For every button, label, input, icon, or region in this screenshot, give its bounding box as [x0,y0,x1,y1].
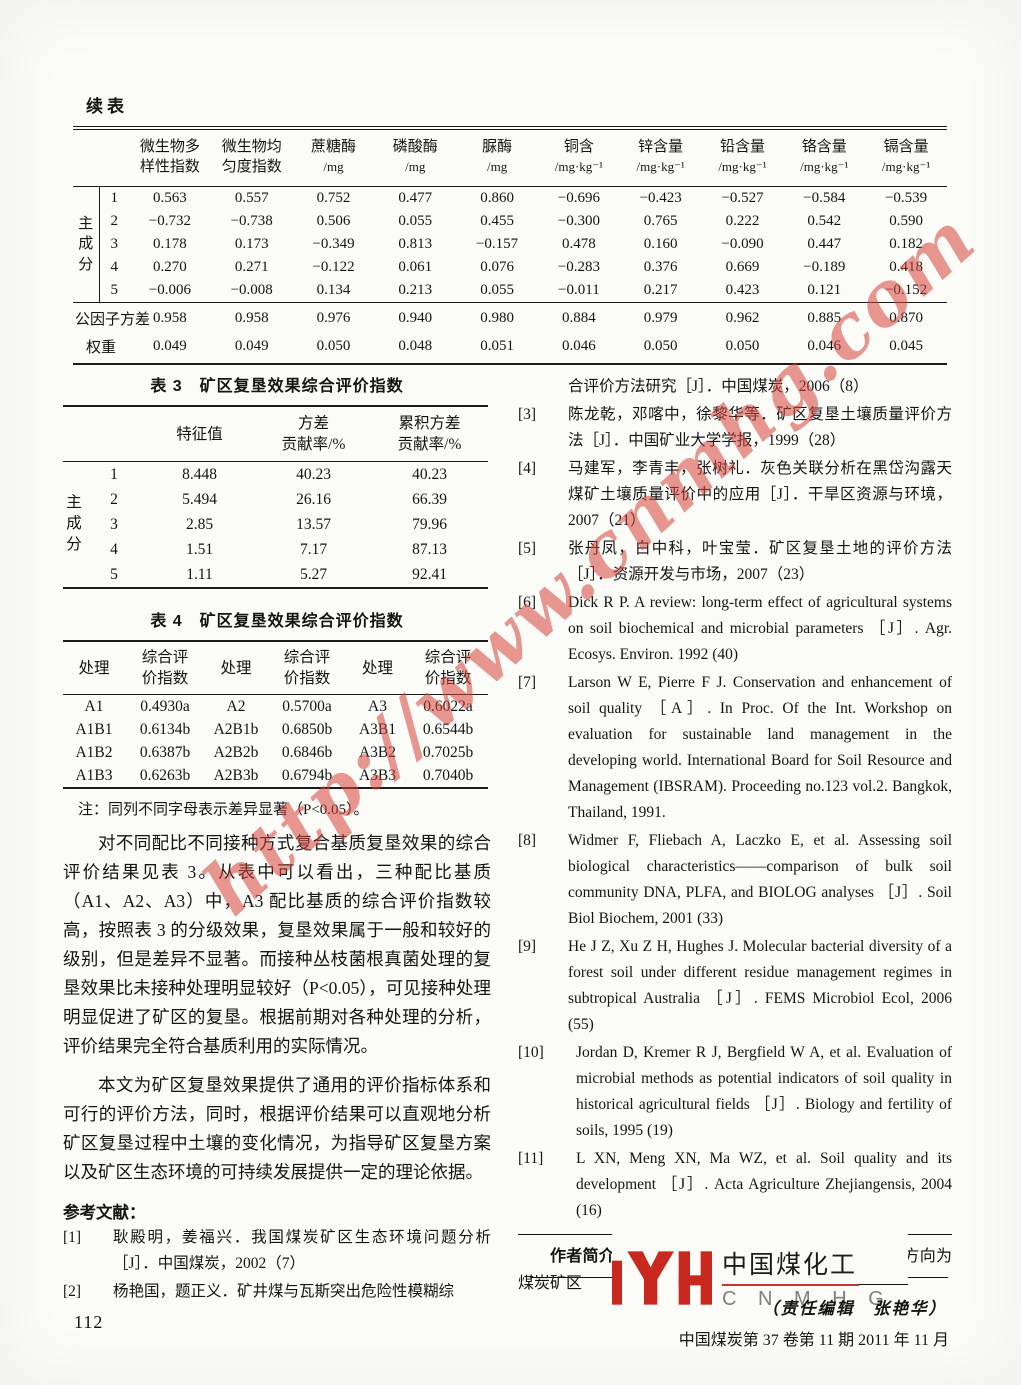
author-bio-label: 作者简介： [550,1248,632,1265]
ref-text: 合评价方法研究［J］．中国煤炭，2006（8） [568,378,869,395]
ref-number: [3] [518,406,537,423]
ref-number [518,374,568,400]
right-column: 合评价方法研究［J］．中国煤炭，2006（8） [3] 陈龙乾，邓喀中，徐黎华等… [518,372,952,1297]
weight-row: 权重 0.049 0.049 0.050 0.048 0.051 0.046 0.050 0.… [85,338,923,356]
table-row: A1B2 0.6387b A2B2b 0.6846b A3B2 0.7025b [75,743,474,761]
ref-number: [1] [63,1229,82,1246]
ref-number: [2] [63,1283,82,1300]
brand-logo: 中国煤化工 C N M H G [612,1234,908,1322]
page-number: 112 [74,1312,104,1332]
brand-name-en: C N M H G [722,1288,892,1310]
brand-text-block: 中国煤化工 C N M H G [722,1245,908,1311]
reference-item: [4] 马建军，李青丰，张树礼．灰色关联分析在黑岱沟露天煤矿土壤质量评价中的应用… [518,456,952,534]
row-group-label: 主 成 分 [73,186,100,303]
table-row: 5 −0.006 −0.008 0.134 0.213 0.055 −0.011 0.217… [110,282,928,298]
ref-text: Dick R P. A review: long-term effect of … [568,594,952,663]
table-row: 3 0.178 0.173 −0.349 0.813 −0.157 0.478 0.160−… [110,236,923,252]
reference-item: [11] L XN, Meng XN, Ma WZ, et al. Soil q… [518,1146,952,1224]
table-row: A1 0.4930a A2 0.5700a A3 0.6022a [84,697,473,715]
table-row: 4 0.270 0.271 −0.122 0.061 0.076 −0.283 0.376 0… [110,259,923,275]
table-row: 5 1.11 5.27 92.41 [110,565,447,583]
ref-number: [10] [518,1044,544,1061]
table-row: 主 成 分 1 8.448 40.23 40.23 [63,462,488,553]
body-paragraph: 对不同配比不同接种方式复合基质复垦效果的综合评价结果见表 3。从表中可以看出，三… [63,833,491,1056]
brand-name-cn: 中国煤化工 [722,1245,860,1286]
table-header-row: 微生物多 样性指数 微生物均 匀度指数 蔗糖酶/mg 磷酸酶/mg 脲酶/mg 铜含… [73,128,947,187]
reference-item: [10] Jordan D, Kremer R J, Bergfield W A… [518,1040,952,1144]
references-heading: 参考文献： [63,1203,146,1222]
table-row: 4 1.51 7.17 87.13 [110,540,447,558]
table-row: A1B1 0.6134b A2B1b 0.6850b A3B1 0.6544b [75,720,474,738]
ref-text: 马建军，李青丰，张树礼．灰色关联分析在黑岱沟露天煤矿土壤质量评价中的应用［J］．… [568,460,952,529]
ref-text: Widmer F, Fliebach A, Laczko E, et al. A… [568,832,952,927]
reference-item: [9] He J Z, Xu Z H, Hughes J. Molecular … [518,934,952,1038]
ref-text: L XN, Meng XN, Ma WZ, et al. Soil qualit… [576,1150,952,1219]
reference-item: [5] 张丹凤，白中科，叶宝莹．矿区复垦土地的评价方法［J］．资源开发与市场，2… [518,536,952,588]
body-paragraph: 本文为矿区复垦效果提供了通用的评价指标体系和可行的评价方法，同时，根据评价结果可… [63,1075,491,1182]
reference-item: [6] Dick R P. A review: long-term effect… [518,590,952,668]
reference-item: [8] Widmer F, Fliebach A, Laczko E, et a… [518,828,952,932]
table4-title: 表 4 矿区复垦效果综合评价指数 [150,613,404,630]
reference-item: [2] 杨艳国，题正义．矿井煤与瓦斯突出危险性模糊综 [63,1279,491,1305]
left-column: 表 3 矿区复垦效果综合评价指数 特征值 方差 贡献率/% 累积方差 贡献率/%… [63,372,491,1305]
ref-text: 张丹凤，白中科，叶宝莹．矿区复垦土地的评价方法［J］．资源开发与市场，2007（… [568,540,952,583]
table-row: 3 2.85 13.57 79.96 [110,515,447,533]
table-row: 2 5.494 26.16 66.39 [110,490,447,508]
continued-table-label: 续表 [86,97,128,116]
ref-number: [11] [518,1150,544,1167]
brand-underline [859,1283,908,1285]
ref-number: [9] [518,938,537,955]
coal-chem-logo-icon [612,1251,712,1305]
editor-credit: （责任编辑 张艳华） [762,1299,947,1318]
row-group-label: 主 成 分 [66,494,82,553]
table4-note: 注：同列不同字母表示差异显著（P<0.05）。 [78,802,369,818]
reference-item: [3] 陈龙乾，邓喀中，徐黎华等．矿区复垦土壤质量评价方法［J］．中国矿业大学学… [518,402,952,454]
ref-number: [4] [518,460,537,477]
table-row: 2 −0.732 −0.738 0.506 0.055 0.455 −0.300 0.765… [110,213,923,229]
table3-title: 表 3 矿区复垦效果综合评价指数 [150,378,404,395]
reference-item: [1] 耿殿明，姜福兴．我国煤炭矿区生态环境问题分析［J］．中国煤炭，2002（… [63,1225,491,1277]
table4-evaluation-index: 处理 综合评 价指数 处理 综合评 价指数 处理 综合评 价指数 A1 0.4930a A… [63,640,488,789]
ref-text: Jordan D, Kremer R J, Bergfield W A, et … [576,1044,952,1139]
table-row: 主 成 分 1 0.563 0.557 0.752 0.477 0.860 −0.696−… [73,186,947,303]
table-row: A1B3 0.6263b A2B3b 0.6794b A3B3 0.7040b [75,766,474,784]
table3-eigenvalues: 特征值 方差 贡献率/% 累积方差 贡献率/% 主 成 分 1 8.448 40.… [63,405,488,589]
reference-item: 合评价方法研究［J］．中国煤炭，2006（8） [518,374,952,400]
journal-footer: 中国煤炭第 37 卷第 11 期 2011 年 11 月 [678,1332,949,1349]
corner-cell [73,128,129,187]
ref-text: 耿殿明，姜福兴．我国煤炭矿区生态环境问题分析［J］．中国煤炭，2002（7） [113,1229,491,1272]
ref-number: [8] [518,832,537,849]
ref-number: [7] [518,674,537,691]
ref-text: Larson W E, Pierre F J. Conservation and… [568,674,952,821]
ref-number: [5] [518,540,537,557]
ref-text: 陈龙乾，邓喀中，徐黎华等．矿区复垦土壤质量评价方法［J］．中国矿业大学学报，19… [568,406,952,449]
principal-component-loadings-table: 微生物多 样性指数 微生物均 匀度指数 蔗糖酶/mg 磷酸酶/mg 脲酶/mg 铜含… [73,126,947,365]
reference-item: [7] Larson W E, Pierre F J. Conservation… [518,670,952,826]
ref-number: [6] [518,594,537,611]
ref-text: 杨艳国，题正义．矿井煤与瓦斯突出危险性模糊综 [113,1283,455,1300]
ref-text: He J Z, Xu Z H, Hughes J. Molecular bact… [568,938,952,1033]
communality-row: 公因子方差 0.958 0.958 0.976 0.940 0.980 0.884 0.97… [73,302,947,332]
